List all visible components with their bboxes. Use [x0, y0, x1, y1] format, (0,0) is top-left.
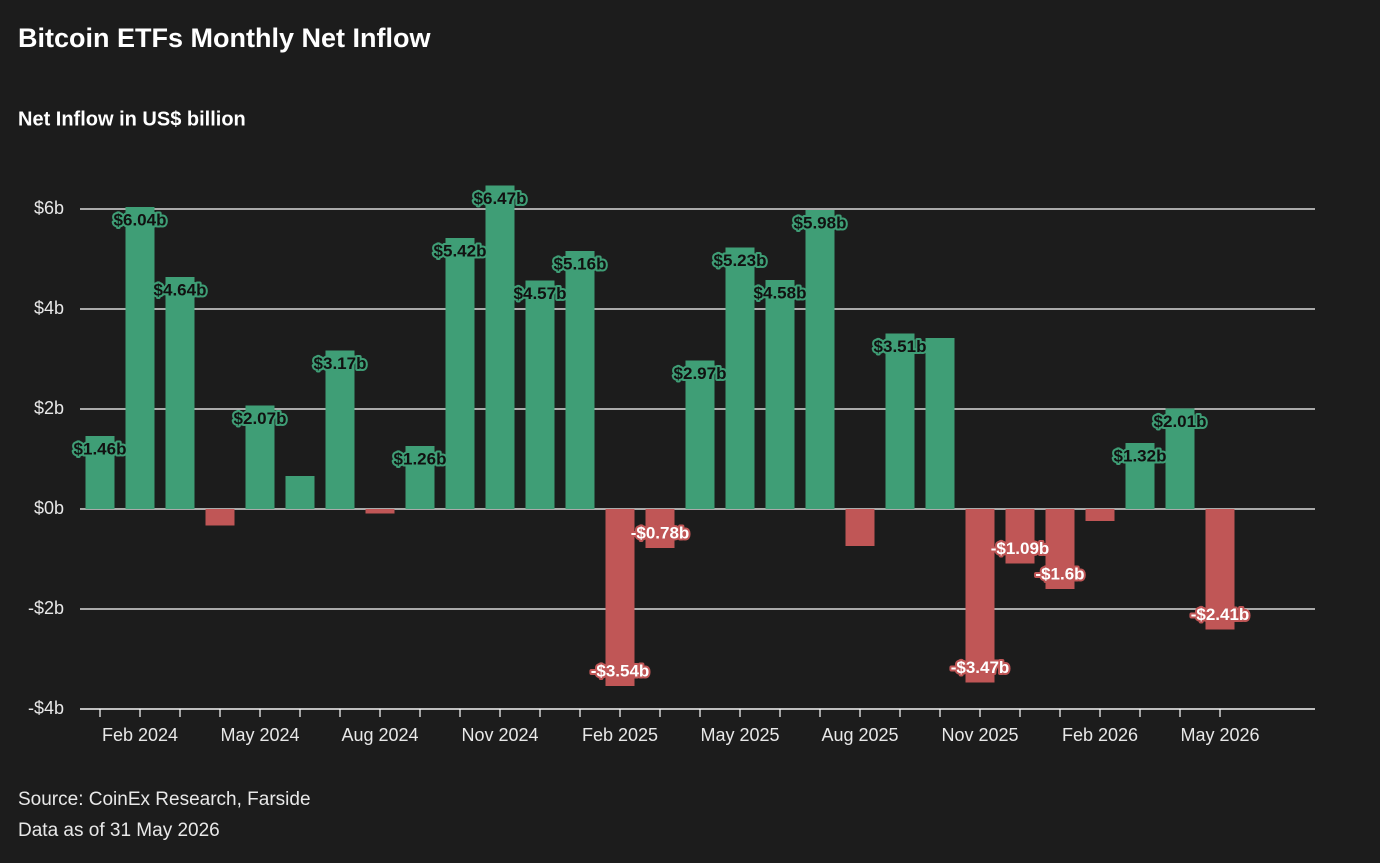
chart-title: Bitcoin ETFs Monthly Net Inflow	[18, 23, 431, 53]
value-label: $1.26b	[394, 449, 447, 468]
bar	[525, 280, 555, 509]
bar	[765, 280, 795, 509]
bar	[725, 247, 755, 509]
value-label: $1.32b	[1114, 446, 1167, 465]
bar	[565, 251, 595, 509]
value-label: $5.42b	[434, 241, 487, 260]
bar	[1165, 408, 1195, 509]
x-tick-label: May 2025	[700, 725, 779, 745]
value-label: $6.47b	[474, 189, 527, 208]
bar	[1205, 509, 1235, 630]
bar	[285, 476, 315, 509]
value-label: $3.51b	[874, 337, 927, 356]
bar	[925, 338, 955, 509]
value-label: $1.46b	[74, 439, 127, 458]
bar	[1085, 509, 1115, 521]
x-tick-label: May 2026	[1180, 725, 1259, 745]
value-label: -$0.78b	[631, 523, 690, 542]
bar	[1125, 443, 1155, 509]
value-label: $5.16b	[554, 254, 607, 273]
bar	[645, 509, 675, 548]
value-label: -$3.47b	[951, 658, 1010, 677]
value-label: -$1.6b	[1035, 564, 1084, 583]
x-tick-label: Nov 2025	[941, 725, 1018, 745]
y-tick-label: $6b	[34, 198, 64, 218]
value-label: $4.64b	[154, 280, 207, 299]
value-label: $6.04b	[114, 210, 167, 229]
bar	[125, 207, 155, 509]
chart-subtitle: Net Inflow in US$ billion	[18, 108, 246, 130]
x-tick-label: Feb 2024	[102, 725, 178, 745]
y-tick-label: -$2b	[28, 598, 64, 618]
x-tick-label: Nov 2024	[461, 725, 538, 745]
bar	[205, 509, 235, 526]
bar	[965, 509, 995, 683]
value-label: -$1.09b	[991, 539, 1050, 558]
y-tick-label: $0b	[34, 498, 64, 518]
x-tick-label: Aug 2024	[341, 725, 418, 745]
bar	[1045, 509, 1075, 589]
bar	[325, 350, 355, 509]
x-tick-label: Feb 2026	[1062, 725, 1138, 745]
bar	[445, 238, 475, 509]
bar	[845, 509, 875, 546]
bar	[165, 277, 195, 509]
y-tick-label: $4b	[34, 298, 64, 318]
y-tick-label: $2b	[34, 398, 64, 418]
value-label: $4.57b	[514, 284, 567, 303]
bar	[685, 360, 715, 509]
value-label: $5.23b	[714, 251, 767, 270]
bar	[885, 333, 915, 509]
value-label: $4.58b	[754, 283, 807, 302]
y-tick-label: -$4b	[28, 698, 64, 718]
value-label: $2.07b	[234, 409, 287, 428]
value-label: $2.97b	[674, 364, 727, 383]
value-label: -$3.54b	[591, 661, 650, 680]
bar	[1005, 509, 1035, 564]
bar	[485, 185, 515, 509]
value-label: $2.01b	[1154, 412, 1207, 431]
value-label: $3.17b	[314, 354, 367, 373]
bar	[365, 509, 395, 514]
value-label: $5.98b	[794, 213, 847, 232]
source-note: Source: CoinEx Research, Farside	[18, 789, 311, 810]
bar	[405, 446, 435, 509]
x-tick-label: May 2024	[220, 725, 299, 745]
value-label: -$2.41b	[1191, 605, 1250, 624]
date-note: Data as of 31 May 2026	[18, 820, 220, 841]
bar	[605, 509, 635, 686]
x-tick-label: Feb 2025	[582, 725, 658, 745]
x-tick-label: Aug 2025	[821, 725, 898, 745]
bar	[245, 405, 275, 509]
bar	[85, 436, 115, 509]
bar	[805, 210, 835, 509]
